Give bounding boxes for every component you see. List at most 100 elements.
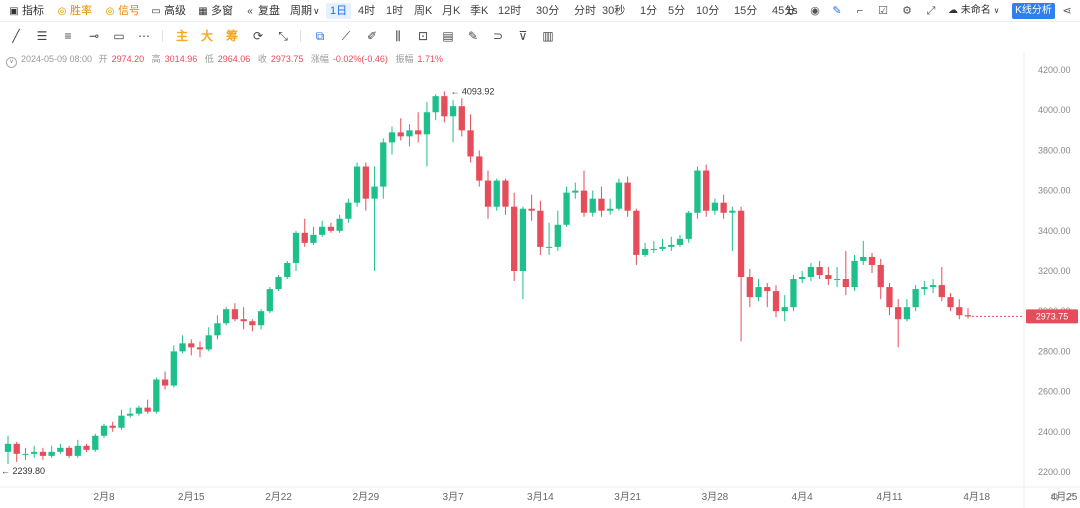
period-3[interactable]: 周K (414, 5, 433, 17)
candle-body (676, 238, 684, 245)
candle-tool-icon[interactable]: ⫼ (395, 29, 401, 43)
close-value: 2973.75 (270, 54, 304, 64)
period-10[interactable]: 1分 (640, 5, 658, 17)
period-9[interactable]: 30秒 (602, 5, 626, 17)
fullscreen-icon[interactable]: ⤢ (926, 5, 936, 17)
candle-body (877, 264, 884, 288)
sync-icon[interactable]: ⟳ (252, 29, 264, 43)
signal-button[interactable]: ◎ 信号 (104, 3, 140, 19)
period-4[interactable]: 月K (442, 5, 461, 17)
candle-body (729, 210, 736, 213)
candle-body (249, 321, 256, 326)
time-tick-label: 3月14 (527, 491, 554, 503)
period-2[interactable]: 1时 (386, 5, 404, 17)
candle-body (310, 234, 317, 243)
candle-body (100, 425, 108, 436)
advanced-button[interactable]: ▭ 高级 (150, 3, 186, 19)
candle-body (755, 287, 762, 298)
candle-body (476, 156, 483, 181)
candle-body (668, 244, 675, 247)
candle-body (694, 170, 701, 213)
period-1[interactable]: 4时 (358, 5, 376, 17)
crop-icon[interactable]: ⌐ (856, 5, 864, 17)
indicators-button[interactable]: ▣ 指标 (8, 3, 44, 19)
candle-body (362, 166, 369, 199)
rewind-icon: « (247, 6, 253, 17)
horizontal-lines-icon[interactable]: ☰ (36, 29, 48, 43)
gear-icon[interactable]: ⚙ (902, 5, 912, 17)
candle-body (545, 246, 553, 248)
parallel-channel-icon[interactable]: ≡ (64, 29, 72, 43)
candle-body (781, 307, 788, 312)
winrate-button[interactable]: ◎ 胜率 (56, 3, 92, 19)
replay-button[interactable]: «复盘 (244, 3, 280, 19)
period-14[interactable]: 45分 (772, 5, 796, 17)
period-0[interactable]: 1日 (326, 3, 352, 19)
candle-body (65, 447, 73, 456)
more-icon[interactable]: ⋯ (138, 29, 150, 43)
rectangle-icon[interactable]: ▭ (113, 29, 125, 43)
ohlc-date: 2024-05-09 08:00 (21, 54, 93, 64)
period-dropdown[interactable]: 周期∨ (290, 5, 320, 17)
pencil-icon[interactable]: ✎ (832, 5, 842, 17)
period-6[interactable]: 12时 (498, 5, 522, 17)
big-order-button[interactable]: 大 (200, 29, 213, 43)
checkbox-icon[interactable]: ☑ (878, 5, 888, 17)
candle-body (528, 208, 535, 211)
top-toolbar: ▣ 指标 ◎ 胜率 ◎ 信号 ▭ 高级 ▦ 多窗 «复盘 周期∨ 1日 4时 1时 周K 月K 季K… (0, 0, 1080, 22)
kline-analysis-button[interactable]: K线分析 (1012, 3, 1055, 19)
candle-body (737, 210, 745, 278)
candle-body (921, 287, 928, 290)
measure-icon[interactable]: ⤡ (278, 29, 288, 43)
time-tick-label: 2月22 (265, 491, 292, 503)
candle-body (790, 279, 797, 308)
collapse-icon[interactable]: ∨ (6, 57, 17, 68)
filter-icon[interactable]: ⊽ (518, 29, 528, 43)
candle-body (48, 451, 55, 456)
edit-icon[interactable]: ✎ (467, 29, 479, 43)
candle-body (807, 266, 815, 278)
candle-body (266, 289, 273, 312)
candle-body (196, 347, 204, 350)
lock-icon[interactable]: ⊡ (417, 29, 429, 43)
candle-body (598, 198, 605, 211)
cloud-icon: ☁ (948, 5, 958, 16)
brush-icon[interactable]: ✐ (366, 29, 378, 43)
trash-icon[interactable]: ▥ (542, 29, 554, 43)
time-tick-label: 2月8 (93, 491, 115, 503)
ruler-icon[interactable]: ⟋ (341, 29, 351, 43)
price-tick-label: 2600.00 (1038, 387, 1071, 397)
period-12[interactable]: 10分 (696, 5, 720, 17)
candle-body (92, 435, 99, 450)
period-8[interactable]: 分时 (574, 5, 596, 17)
candle-body (292, 232, 300, 263)
price-tick-label: 2200.00 (1038, 467, 1071, 477)
copy-icon[interactable]: ⧉ (315, 29, 325, 43)
trendline-icon[interactable]: ╱ (12, 29, 20, 43)
candle-body (615, 182, 623, 209)
chip-button[interactable]: 筹 (225, 29, 238, 43)
period-11[interactable]: 5分 (668, 5, 686, 17)
candle-body (589, 198, 596, 213)
candle-body (964, 315, 972, 317)
period-5[interactable]: 季K (470, 5, 489, 17)
multiwindow-button[interactable]: ▦ 多窗 (197, 3, 233, 19)
period-13[interactable]: 15分 (734, 5, 758, 17)
interval-button[interactable]: 1s (786, 5, 798, 17)
note-icon[interactable]: ▤ (442, 29, 454, 43)
candle-body (912, 289, 919, 308)
period-7[interactable]: 30分 (536, 5, 560, 17)
camera-icon[interactable]: ◉ (810, 5, 820, 17)
candle-body (624, 182, 631, 211)
candle-body (74, 445, 81, 456)
price-tick-label: 3800.00 (1038, 145, 1071, 155)
share-icon[interactable]: ⋖ (1062, 5, 1072, 17)
candle-body (109, 425, 116, 428)
settings-icon: ⚙ (1050, 492, 1059, 503)
layout-name-dropdown[interactable]: ☁ 未命名 ∨ (948, 5, 1000, 16)
magnet-icon[interactable]: ⊃ (492, 29, 504, 43)
horizontal-ray-icon[interactable]: ⊸ (88, 29, 100, 43)
main-force-button[interactable]: 主 (175, 29, 188, 43)
time-tick-label: 3月28 (702, 491, 729, 503)
